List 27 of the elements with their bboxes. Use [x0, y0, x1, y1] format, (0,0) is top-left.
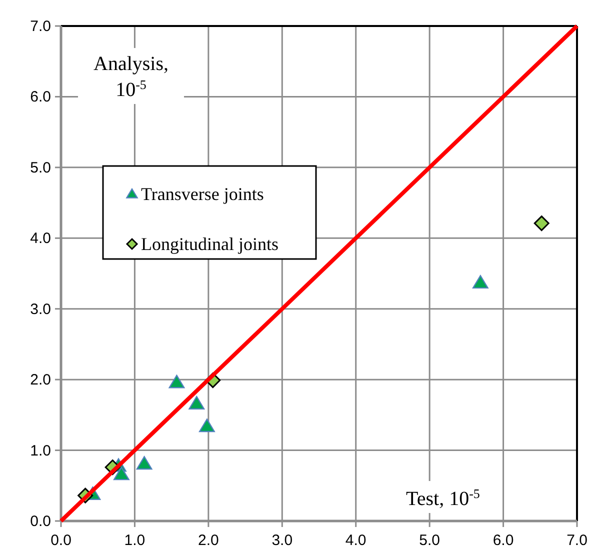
legend-label: Longitudinal joints: [141, 234, 278, 254]
x-axis-title: Test, 10$^{-5}$: [406, 486, 480, 510]
point: [136, 456, 152, 470]
y-axis-title: Analysis, 10$^{-5}$: [94, 53, 168, 101]
point: [168, 374, 185, 388]
x-tick-label: 4.0: [345, 532, 366, 549]
point: [199, 418, 215, 432]
point: [113, 466, 130, 480]
x-tick-label: 1.0: [124, 532, 146, 549]
point: [534, 216, 550, 232]
x-tick-label: 6.0: [492, 532, 514, 549]
y-tick-label: 0.0: [30, 513, 51, 530]
point: [472, 275, 488, 289]
x-tick-label: 3.0: [272, 532, 293, 549]
x-tick-label: 5.0: [419, 532, 440, 549]
y-tick-label: 6.0: [30, 88, 51, 106]
y-tick-label: 5.0: [30, 159, 51, 176]
legend-label: Transverse joints: [141, 184, 264, 204]
y-tick-label: 7.0: [30, 18, 51, 35]
x-tick-label: 7.0: [566, 532, 588, 549]
y-tick-label: 4.0: [30, 230, 51, 248]
y-tick-label: 3.0: [30, 300, 51, 318]
x-tick-label: 2.0: [198, 532, 219, 549]
y-tick-label: 1.0: [30, 442, 51, 460]
point: [188, 396, 205, 410]
x-tick-label: 0.0: [50, 532, 72, 549]
y-tick-label: 2.0: [30, 372, 51, 389]
